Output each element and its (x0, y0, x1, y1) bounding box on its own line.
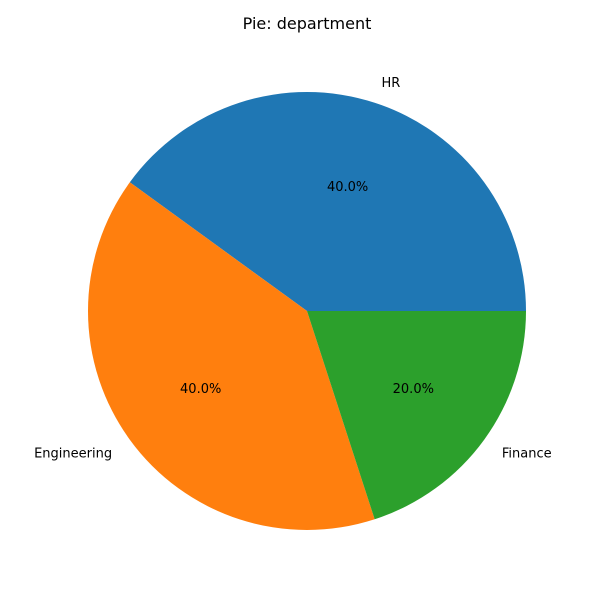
slice-label-engineering: Engineering (34, 447, 112, 462)
percent-label-hr: 40.0% (327, 180, 368, 195)
slice-label-finance: Finance (502, 447, 552, 462)
chart-title: Pie: department (243, 14, 372, 33)
pie-slice-hr (129, 92, 527, 311)
pie-slice-finance (307, 311, 526, 520)
pie-slices (88, 92, 527, 530)
percent-label-finance: 20.0% (393, 382, 434, 397)
slice-label-hr: HR (381, 76, 400, 91)
pie-slice-engineering (88, 182, 375, 530)
percent-label-engineering: 40.0% (180, 382, 221, 397)
pie-labels: HR 40.0% Engineering 40.0% Finance 20.0% (34, 76, 552, 462)
